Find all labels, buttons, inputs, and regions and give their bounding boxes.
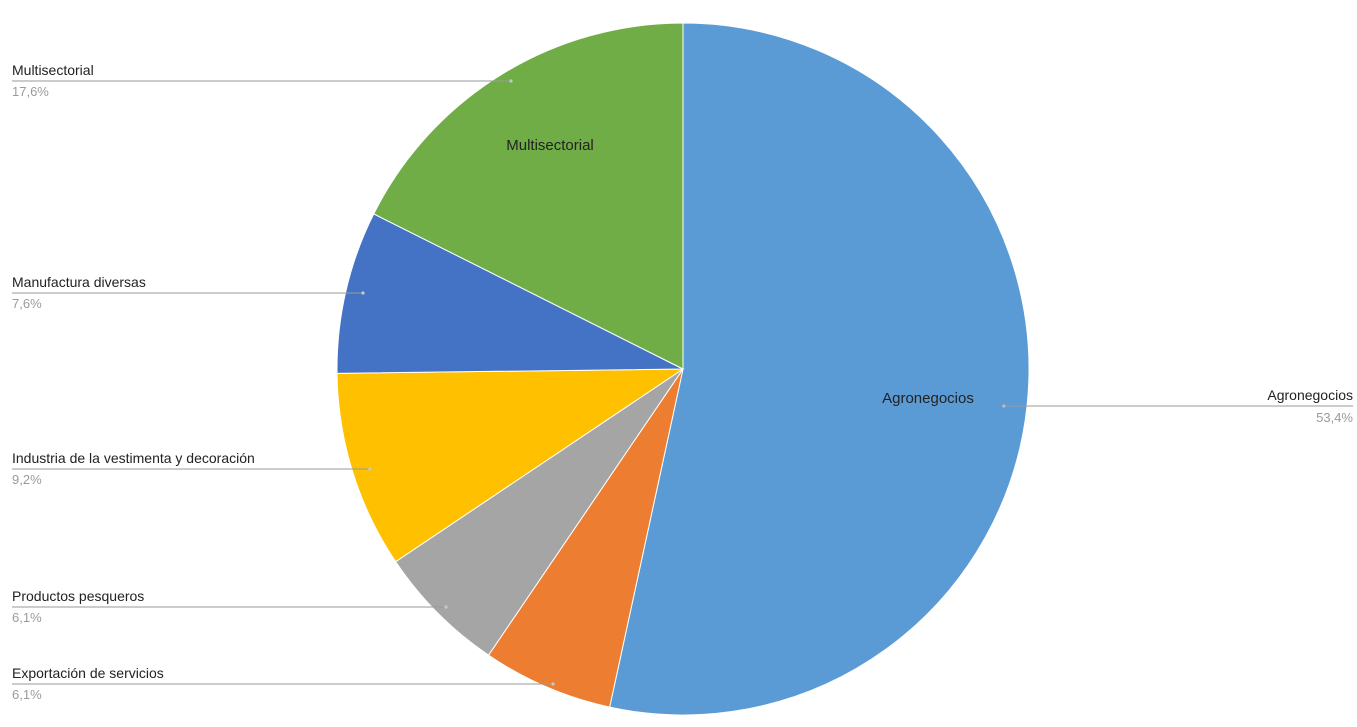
slice-label-name-agronegocios: Agronegocios <box>1267 387 1353 403</box>
slice-label-name-multisectorial: Multisectorial <box>12 62 94 78</box>
leader-dot-exportacion-de-servicios <box>551 682 555 686</box>
slice-label-percent-industria-de-la-vestimenta-y-decoracion: 9,2% <box>12 472 42 487</box>
pie-slice-multisectorial <box>373 22 684 370</box>
slice-label-percent-productos-pesqueros: 6,1% <box>12 610 42 625</box>
slice-labels: Agronegocios 53,4% Agronegocios Exportación… <box>12 62 1353 702</box>
slice-inner-label-multisectorial: Multisectorial <box>506 137 594 154</box>
slice-label-name-industria-de-la-vestimenta-y-decoracion: Industria de la vestimenta y decoración <box>12 450 255 466</box>
slice-label-name-exportacion-de-servicios: Exportación de servicios <box>12 665 164 681</box>
slice-label-percent-exportacion-de-servicios: 6,1% <box>12 687 42 702</box>
leader-dot-multisectorial <box>509 79 513 83</box>
pie-slice-industria-de-la-vestimenta-y-decoracion <box>336 368 685 563</box>
slice-label-name-manufactura-diversas: Manufactura diversas <box>12 274 146 290</box>
pie-slices <box>336 22 1030 716</box>
slice-label-percent-agronegocios: 53,4% <box>1316 410 1353 425</box>
leader-dot-manufactura-diversas <box>361 291 365 295</box>
slice-inner-label-agronegocios: Agronegocios <box>882 390 974 407</box>
slice-label-percent-multisectorial: 17,6% <box>12 84 49 99</box>
leader-dot-agronegocios <box>1002 404 1006 408</box>
slice-label-percent-manufactura-diversas: 7,6% <box>12 296 42 311</box>
leader-lines <box>12 79 1353 686</box>
pie-slice-exportacion-de-servicios <box>487 368 684 708</box>
leader-dot-productos-pesqueros <box>444 605 448 609</box>
leader-dot-industria-de-la-vestimenta-y-decoracion <box>368 467 372 471</box>
pie-slice-productos-pesqueros <box>394 368 684 656</box>
pie-slice-manufactura-diversas <box>336 213 684 374</box>
slice-label-name-productos-pesqueros: Productos pesqueros <box>12 588 144 604</box>
